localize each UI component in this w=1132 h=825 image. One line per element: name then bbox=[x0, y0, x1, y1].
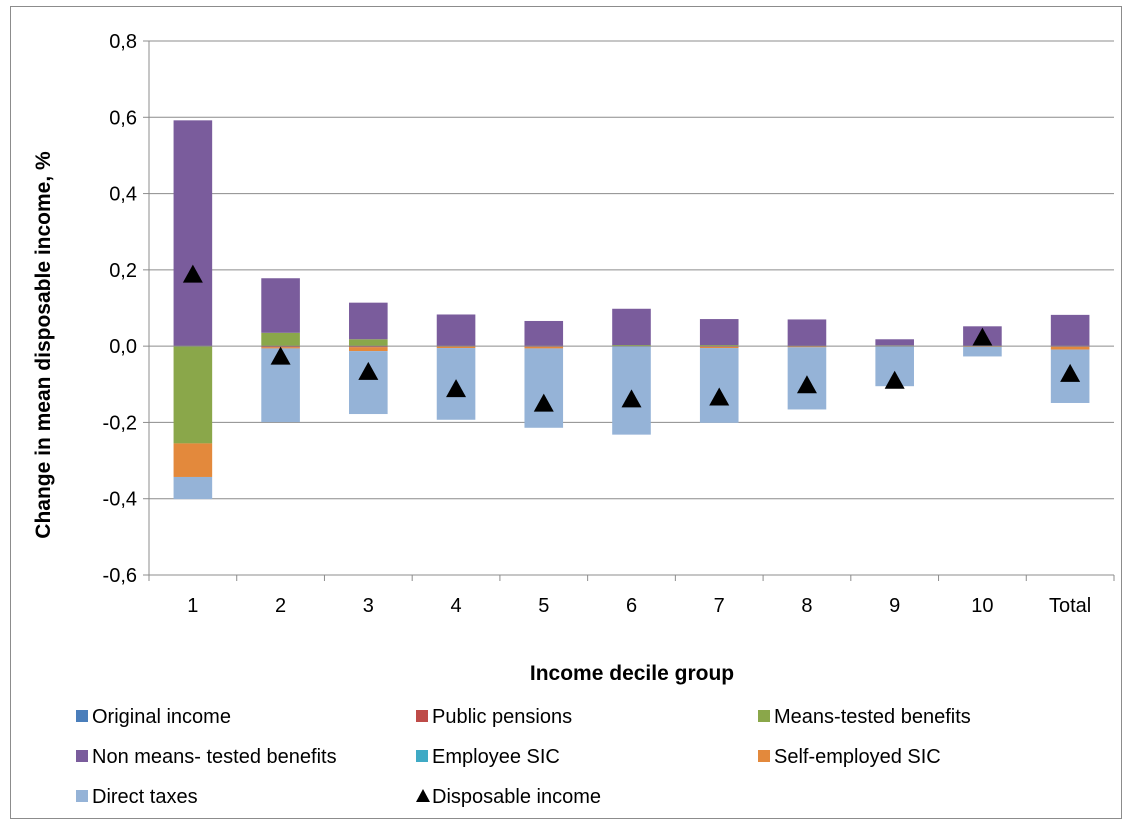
bar-segment bbox=[1050, 346, 1090, 350]
disposable-income-marker bbox=[972, 327, 993, 346]
legend-label: Non means- tested benefits bbox=[92, 746, 337, 768]
disposable-income-marker bbox=[1060, 363, 1081, 382]
x-tick-label: 5 bbox=[538, 595, 549, 617]
bar-segment bbox=[963, 346, 1002, 357]
bar-segment bbox=[173, 476, 213, 500]
bar-segment bbox=[612, 344, 651, 347]
legend-marker-triangle-icon bbox=[416, 789, 430, 802]
bar-segment bbox=[349, 346, 388, 348]
y-tick-label: 0,0 bbox=[109, 336, 137, 358]
y-tick-label: 0,4 bbox=[109, 184, 137, 206]
bar-segment bbox=[699, 346, 739, 349]
legend-label: Means-tested benefits bbox=[774, 706, 971, 728]
x-tick-label: 3 bbox=[363, 595, 374, 617]
bar-segment bbox=[349, 339, 388, 347]
legend-label: Public pensions bbox=[432, 706, 572, 728]
bar-segment bbox=[1050, 314, 1090, 347]
legend-swatch bbox=[416, 750, 428, 762]
legend-swatch bbox=[416, 710, 428, 722]
bar-segment bbox=[699, 319, 739, 345]
legend-label: Original income bbox=[92, 706, 231, 728]
bar-segment bbox=[173, 443, 213, 477]
legend-label: Disposable income bbox=[432, 786, 601, 808]
disposable-income-marker bbox=[709, 387, 730, 406]
y-tick-label: -0,6 bbox=[103, 565, 137, 587]
bar-segment bbox=[787, 346, 827, 348]
bar-segment bbox=[261, 332, 300, 347]
legend: Original income Public pensions Means-test… bbox=[76, 706, 971, 808]
bar-segment bbox=[349, 351, 388, 415]
y-tick-label: 0,6 bbox=[109, 107, 137, 129]
bar-segment bbox=[173, 346, 213, 444]
disposable-income-marker bbox=[358, 361, 379, 380]
y-tick-label: 0,8 bbox=[109, 31, 137, 53]
y-tick-label: -0,4 bbox=[103, 489, 137, 511]
axes: -0,6 -0,4 -0,2 0,0 0,2 0,4 0,6 0,8 1 2 3 4 5 6 7 8 9 10 To… bbox=[103, 31, 1115, 617]
bars bbox=[173, 120, 1090, 500]
x-tick-label: 7 bbox=[714, 595, 725, 617]
disposable-income-marker bbox=[182, 264, 203, 283]
bar-segment bbox=[349, 302, 388, 340]
disposable-income-marker bbox=[884, 370, 905, 389]
disposable-income-marker bbox=[533, 393, 554, 412]
y-tick-label: -0,2 bbox=[103, 412, 137, 434]
legend-label: Direct taxes bbox=[92, 786, 198, 808]
bar-segment bbox=[787, 319, 827, 347]
x-tick-label: 10 bbox=[971, 595, 993, 617]
legend-swatch bbox=[76, 750, 88, 762]
y-tick-label: 0,2 bbox=[109, 260, 137, 282]
x-tick-label: 9 bbox=[889, 595, 900, 617]
x-tick-label: 2 bbox=[275, 595, 286, 617]
bar-segment bbox=[524, 320, 564, 347]
x-tick-label: 1 bbox=[187, 595, 198, 617]
bar-segment bbox=[436, 314, 476, 347]
x-tick-label: Total bbox=[1049, 595, 1091, 617]
legend-swatch bbox=[76, 710, 88, 722]
disposable-income-marker bbox=[796, 375, 817, 394]
legend-swatch bbox=[76, 790, 88, 802]
legend-swatch bbox=[758, 710, 770, 722]
bar-segment bbox=[524, 348, 564, 428]
legend-label: Employee SIC bbox=[432, 746, 560, 768]
legend-swatch bbox=[758, 750, 770, 762]
bar-segment bbox=[349, 347, 388, 352]
bar-segment bbox=[261, 278, 300, 333]
bar-segment bbox=[524, 346, 564, 349]
bar-segment bbox=[612, 308, 651, 345]
disposable-income-marker bbox=[621, 389, 642, 408]
bar-segment bbox=[699, 348, 739, 423]
bar-segment bbox=[699, 344, 739, 347]
y-axis-title: Change in mean disposable income, % bbox=[32, 151, 55, 539]
disposable-income-marker bbox=[270, 346, 291, 365]
x-tick-label: 4 bbox=[450, 595, 461, 617]
legend-label: Self-employed SIC bbox=[774, 746, 941, 768]
x-axis-title: Income decile group bbox=[530, 662, 734, 685]
bar-segment bbox=[875, 339, 914, 346]
bar-segment bbox=[173, 120, 213, 347]
x-tick-label: 6 bbox=[626, 595, 637, 617]
bar-segment bbox=[436, 346, 476, 349]
disposable-income-markers bbox=[182, 264, 1081, 412]
x-tick-label: 8 bbox=[801, 595, 812, 617]
disposable-income-marker bbox=[446, 379, 467, 398]
